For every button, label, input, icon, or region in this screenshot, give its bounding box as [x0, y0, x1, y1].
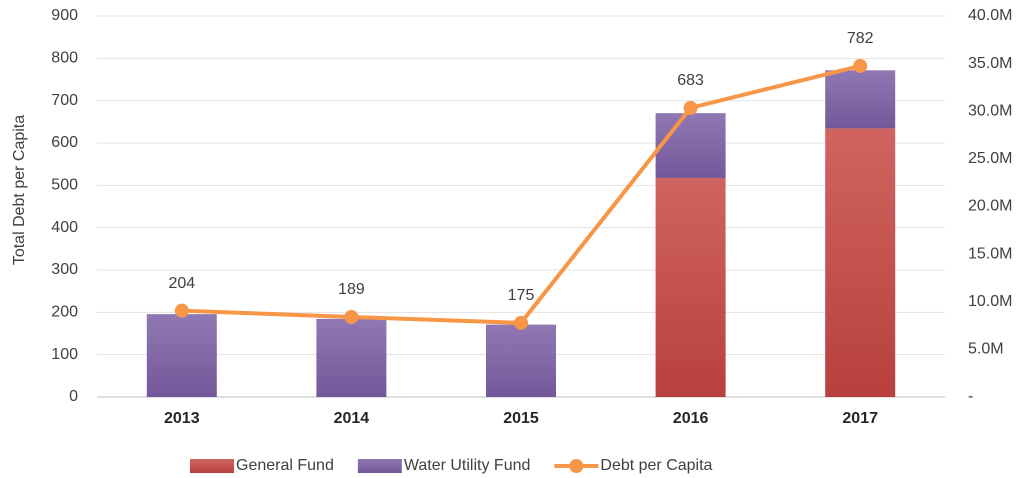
data-label: 189	[338, 281, 365, 298]
x-tick-label: 2013	[164, 410, 200, 427]
bar	[825, 70, 896, 129]
data-label: 782	[847, 30, 874, 47]
legend-swatch	[190, 459, 234, 473]
y-tick-label: 900	[51, 7, 78, 24]
y2-tick-label: 35.0M	[968, 55, 1012, 72]
y-axis-label: Total Debt per Capita	[11, 115, 28, 265]
y-tick-label: 300	[51, 261, 78, 278]
y2-tick-label: 25.0M	[968, 150, 1012, 167]
y-tick-label: 700	[51, 92, 78, 109]
bar	[655, 177, 726, 397]
y-tick-label: 400	[51, 219, 78, 236]
legend-swatch	[569, 459, 584, 473]
y-tick-label: 500	[51, 177, 78, 194]
y2-tick-label: 10.0M	[968, 293, 1012, 310]
y-tick-label: 0	[69, 388, 78, 405]
bar	[825, 128, 896, 397]
line-marker	[174, 303, 189, 318]
legend-swatch	[357, 459, 402, 473]
x-tick-label: 2015	[503, 410, 539, 427]
bar	[146, 314, 217, 397]
line-marker	[344, 309, 359, 324]
y2-tick-label: 5.0M	[968, 341, 1004, 358]
y-tick-label: 600	[51, 134, 78, 151]
line-marker	[514, 315, 528, 330]
y2-tick-label: 20.0M	[968, 198, 1012, 215]
y-tick-label: 800	[51, 50, 78, 67]
x-tick-label: 2014	[334, 410, 370, 427]
bar	[486, 324, 556, 397]
x-tick-label: 2016	[673, 410, 709, 427]
line-marker	[683, 100, 698, 115]
legend-label: Debt per Capita	[600, 457, 712, 474]
x-tick-label: 2017	[842, 410, 878, 427]
data-label: 175	[508, 287, 535, 304]
line	[181, 64, 861, 325]
y-tick-label: 200	[51, 304, 78, 321]
bar	[655, 113, 726, 178]
data-label: 683	[677, 72, 704, 89]
line-marker	[853, 58, 868, 73]
y2-tick-label: 15.0M	[968, 245, 1012, 262]
y-tick-label: 100	[51, 346, 78, 363]
y2-tick-label: 30.0M	[968, 102, 1012, 119]
legend-label: Water Utility Fund	[404, 457, 531, 474]
y2-tick-label: -	[968, 388, 973, 405]
bar	[316, 318, 387, 397]
legend-label: General Fund	[236, 457, 334, 474]
data-label: 204	[168, 275, 195, 292]
y2-tick-label: 40.0M	[968, 7, 1012, 24]
